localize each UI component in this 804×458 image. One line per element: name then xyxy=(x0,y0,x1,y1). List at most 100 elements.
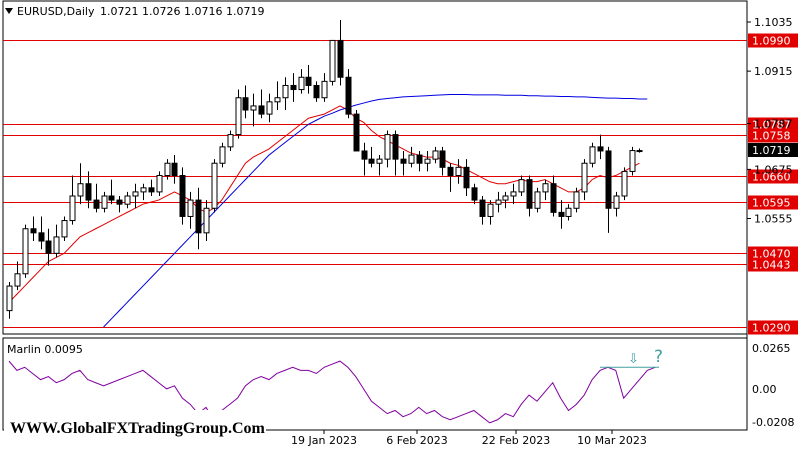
candle-60 xyxy=(479,195,486,225)
candle-body xyxy=(368,158,375,164)
candle-body xyxy=(69,195,76,222)
candle-11 xyxy=(93,183,100,213)
candle-4 xyxy=(38,216,45,250)
level-label-bg-3 xyxy=(748,169,798,184)
candle-17 xyxy=(140,183,147,201)
candle-body xyxy=(85,183,92,201)
candle-body xyxy=(274,97,281,103)
candle-body xyxy=(53,236,60,254)
candle-body xyxy=(471,187,478,201)
candle-24 xyxy=(195,187,202,250)
candle-48 xyxy=(384,130,391,168)
candle-31 xyxy=(250,93,257,127)
candle-58 xyxy=(463,159,470,196)
candle-42 xyxy=(337,19,344,86)
candle-body xyxy=(424,158,431,164)
current-price-label: 1.0719 xyxy=(752,144,791,157)
down-arrow-icon: ⇩ xyxy=(628,352,639,367)
ma-fast-line xyxy=(8,105,640,303)
candle-22 xyxy=(179,167,186,225)
candle-35 xyxy=(282,77,289,111)
candle-3 xyxy=(30,216,37,242)
candle-body xyxy=(140,187,147,193)
candle-57 xyxy=(455,159,462,184)
candle-10 xyxy=(85,171,92,209)
candle-body xyxy=(408,154,415,164)
candle-66 xyxy=(526,175,533,217)
candle-21 xyxy=(171,155,178,184)
level-label-bg-7 xyxy=(748,320,798,335)
candle-body xyxy=(116,199,123,205)
ma-slow-line xyxy=(103,93,648,328)
level-label-bg-0 xyxy=(748,33,798,48)
candle-45 xyxy=(361,142,368,176)
watermark-background xyxy=(4,410,266,444)
candle-77 xyxy=(613,191,620,217)
candle-body xyxy=(77,183,84,197)
candle-20 xyxy=(164,159,171,180)
oscillator-line xyxy=(8,360,656,424)
candle-63 xyxy=(502,191,509,209)
candle-body xyxy=(479,199,486,217)
date-tick-label-0: 19 Jan 2023 xyxy=(291,434,357,447)
moving-averages xyxy=(8,93,648,328)
candle-body xyxy=(447,166,454,177)
candle-body xyxy=(93,199,100,209)
candle-body xyxy=(376,158,383,164)
candle-body xyxy=(108,195,115,201)
candle-52 xyxy=(416,150,423,172)
candle-body xyxy=(258,105,265,115)
candle-body xyxy=(22,228,29,275)
candle-body xyxy=(565,207,572,217)
candle-62 xyxy=(495,191,502,213)
dropdown-triangle-icon[interactable] xyxy=(5,8,13,14)
price-tick-label-0: 1.1035 xyxy=(754,16,793,29)
candle-body xyxy=(6,285,13,312)
candle-body xyxy=(148,187,155,193)
candle-body xyxy=(550,183,557,213)
candle-47 xyxy=(376,155,383,176)
candle-0 xyxy=(6,281,13,319)
candle-body xyxy=(495,199,502,205)
candle-40 xyxy=(321,73,328,102)
date-tick-labels: 19 Jan 2023 6 Feb 2023 22 Feb 2023 10 Mar 2… xyxy=(291,430,647,447)
candle-65 xyxy=(518,175,525,196)
candle-body xyxy=(392,134,399,160)
candle-12 xyxy=(101,191,108,213)
date-tick-label-3: 10 Mar 2023 xyxy=(577,434,647,447)
candle-27 xyxy=(219,142,226,168)
candle-body xyxy=(432,150,439,160)
candle-body xyxy=(329,39,336,82)
level-label-4: 1.0595 xyxy=(752,197,791,210)
candle-18 xyxy=(148,179,155,196)
candle-5 xyxy=(45,228,52,266)
candle-body xyxy=(38,232,45,242)
candle-80 xyxy=(636,148,643,153)
price-tick-label-3: 1.0675 xyxy=(754,163,793,176)
candle-44 xyxy=(353,110,360,152)
candle-67 xyxy=(534,187,541,213)
candle-body xyxy=(455,166,462,177)
candle-78 xyxy=(621,167,628,201)
candle-33 xyxy=(266,93,273,123)
candle-75 xyxy=(597,134,604,160)
candle-body xyxy=(534,191,541,209)
candle-body xyxy=(282,84,289,99)
candle-body xyxy=(211,162,218,209)
candle-69 xyxy=(550,175,557,217)
candle-41 xyxy=(329,39,336,86)
indicator-tick-mid: 0.00 xyxy=(752,383,777,396)
candle-body xyxy=(337,39,344,78)
price-tick-label-1: 1.0915 xyxy=(754,65,793,78)
candle-19 xyxy=(156,171,163,196)
candle-body xyxy=(219,146,226,164)
price-tick-labels: 1.1035 1.0915 1.0787 1.0675 1.0555 xyxy=(747,16,793,226)
candle-body xyxy=(250,105,257,111)
candle-79 xyxy=(629,146,636,176)
date-tick-label-1: 6 Feb 2023 xyxy=(386,434,447,447)
candle-body xyxy=(61,220,68,238)
level-label-2: 1.0758 xyxy=(752,130,791,143)
candle-body xyxy=(305,76,312,86)
